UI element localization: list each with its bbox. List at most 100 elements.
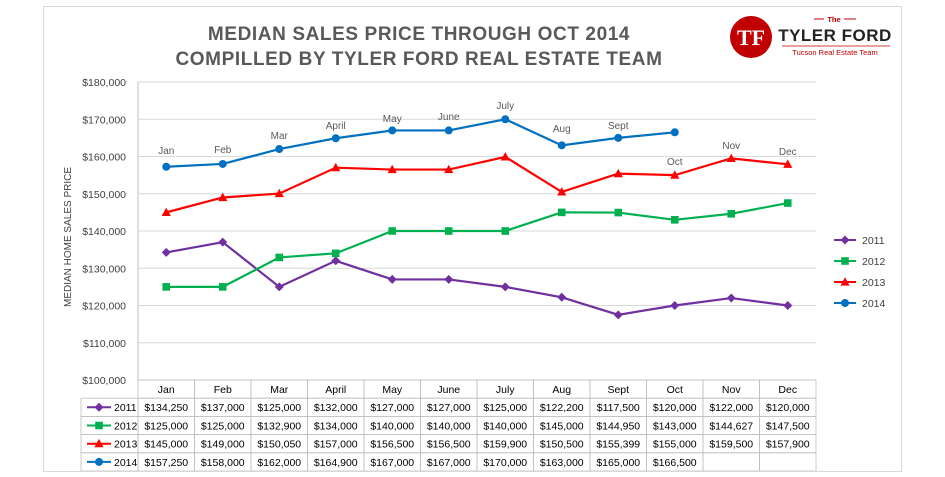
data-point-2011 (557, 292, 567, 302)
series-lines (161, 115, 793, 320)
table-cell-value: $163,000 (540, 457, 584, 469)
series-line-2011 (166, 241, 788, 316)
data-point-2014 (162, 162, 171, 171)
data-point-2014 (670, 128, 679, 137)
data-point-2011 (444, 274, 454, 284)
legend-marker (840, 277, 850, 286)
table-cell-value: $157,250 (144, 457, 188, 469)
table-key-marker (95, 457, 103, 466)
table-header-label: Jan (158, 384, 175, 396)
data-point-2014 (388, 126, 397, 135)
table-cell (759, 452, 817, 471)
data-point-2013 (783, 159, 793, 168)
table-cell-value: $140,000 (483, 420, 527, 432)
legend-marker (841, 299, 849, 307)
data-point-2011 (613, 310, 623, 320)
table-cell-value: $147,500 (766, 420, 810, 432)
month-annotation: Mar (271, 131, 289, 142)
table-cell-value: $127,000 (370, 402, 414, 414)
legend-marker (841, 257, 849, 265)
table-cell-value: $149,000 (201, 439, 245, 451)
legend: 2011 2012 2013 2014 (834, 235, 886, 310)
month-annotation: July (496, 101, 514, 112)
table-cell-value: $122,000 (709, 402, 753, 414)
data-point-2014 (275, 145, 284, 154)
logo-circle (730, 16, 772, 58)
table-cell-value: $134,000 (314, 420, 358, 432)
table-header-label: Nov (722, 384, 741, 396)
legend-item-2012: 2012 (834, 256, 886, 268)
data-point-2012 (614, 208, 623, 217)
y-tick-label: $180,000 (82, 77, 126, 89)
y-tick-label: $150,000 (82, 189, 126, 201)
legend-item-2013: 2013 (834, 277, 886, 289)
table-header-label: Mar (270, 384, 289, 396)
month-annotation: Aug (553, 124, 571, 135)
table-cell-value: $120,000 (653, 402, 697, 414)
data-point-2014 (501, 115, 510, 124)
month-annotation: June (438, 112, 460, 123)
table-row-name: 2012 (114, 420, 138, 432)
data-point-2012 (557, 208, 566, 217)
table-cell-value: $155,399 (596, 439, 640, 451)
table-cell-value: $122,200 (540, 402, 584, 414)
table-cell-value: $166,500 (653, 457, 697, 469)
data-point-2011 (274, 282, 284, 292)
legend-label: 2012 (862, 256, 886, 268)
legend-item-2014: 2014 (834, 298, 886, 310)
table-cell-value: $170,000 (483, 457, 527, 469)
month-annotation: Nov (722, 141, 740, 152)
table-cell-value: $157,900 (766, 439, 810, 451)
table-header-label: Aug (552, 384, 571, 396)
data-point-2014 (444, 126, 453, 135)
table-cell-value: $167,000 (370, 457, 414, 469)
table-cell-value: $157,000 (314, 439, 358, 451)
table-cell-value: $159,900 (483, 439, 527, 451)
table-cell-value: $140,000 (370, 420, 414, 432)
table-header-label: Dec (778, 384, 797, 396)
data-point-2012 (670, 216, 679, 224)
table-cell-value: $120,000 (766, 402, 810, 414)
table-cell-value: $140,000 (427, 420, 471, 432)
data-point-2011 (218, 237, 228, 247)
month-annotation: April (326, 121, 346, 132)
data-point-2013 (670, 170, 680, 179)
table-cell-value: $167,000 (427, 457, 471, 469)
table-cell-value: $156,500 (370, 439, 414, 451)
table-cell-value: $159,500 (709, 439, 753, 451)
data-point-2011 (726, 293, 736, 303)
table-cell-value: $143,000 (653, 420, 697, 432)
series-line-2012 (166, 201, 788, 288)
data-point-2011 (331, 256, 341, 266)
chart-title-line-1: MEDIAN SALES PRICE THROUGH OCT 2014 (208, 24, 630, 45)
table-cell-value: $145,000 (540, 420, 584, 432)
table-row-name: 2013 (114, 439, 138, 451)
logo-tagline: Tucson Real Estate Team (792, 48, 877, 57)
chart-title: MEDIAN SALES PRICE THROUGH OCT 2014 COMP… (175, 24, 661, 70)
table-key-marker (94, 402, 104, 412)
table-header-label: July (496, 384, 515, 396)
table-header-label: April (325, 384, 346, 396)
table-cell-value: $125,000 (257, 402, 301, 414)
table-key-marker (95, 421, 103, 430)
y-tick-label: $100,000 (82, 375, 126, 387)
table-cell-value: $134,250 (144, 402, 188, 414)
legend-label: 2014 (862, 298, 886, 310)
data-point-2013 (161, 207, 171, 216)
table-cell-value: $144,950 (596, 420, 640, 432)
logo-mark: TF (737, 25, 765, 50)
month-annotation: Feb (214, 145, 232, 156)
y-tick-label: $160,000 (82, 152, 126, 164)
series-2014 (162, 115, 679, 171)
logo-name: TYLER FORD (778, 26, 892, 45)
month-annotation: Jan (158, 146, 174, 157)
data-point-2013 (613, 168, 623, 178)
data-point-2014 (218, 159, 227, 168)
legend-marker (840, 235, 850, 245)
table-cell-value: $127,000 (427, 402, 471, 414)
chart-frame: MEDIAN SALES PRICE THROUGH OCT 2014 COMP… (43, 6, 902, 472)
data-point-2012 (275, 253, 284, 262)
table-cell-value: $144,627 (709, 420, 753, 432)
table-header-label: Feb (214, 384, 232, 396)
month-annotations: Jan Feb Mar April May June July Aug Sept Oct Nov De… (158, 101, 796, 168)
